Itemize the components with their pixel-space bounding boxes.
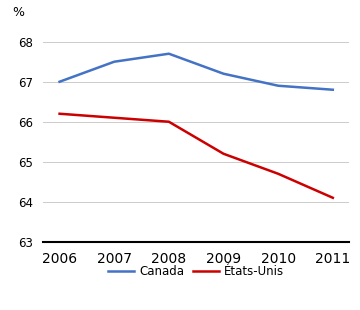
États-Unis [276, 172, 280, 176]
Canada [330, 88, 335, 91]
Legend: Canada, États-Unis: Canada, États-Unis [108, 265, 284, 278]
États-Unis [112, 116, 116, 120]
Line: États-Unis: États-Unis [60, 114, 333, 198]
Text: %: % [13, 7, 24, 20]
Canada [167, 52, 171, 55]
États-Unis [167, 120, 171, 124]
Canada [276, 84, 280, 88]
États-Unis [330, 196, 335, 200]
Canada [58, 80, 62, 84]
Line: Canada: Canada [60, 54, 333, 90]
États-Unis [58, 112, 62, 116]
États-Unis [221, 152, 226, 156]
Canada [221, 72, 226, 76]
Canada [112, 60, 116, 64]
